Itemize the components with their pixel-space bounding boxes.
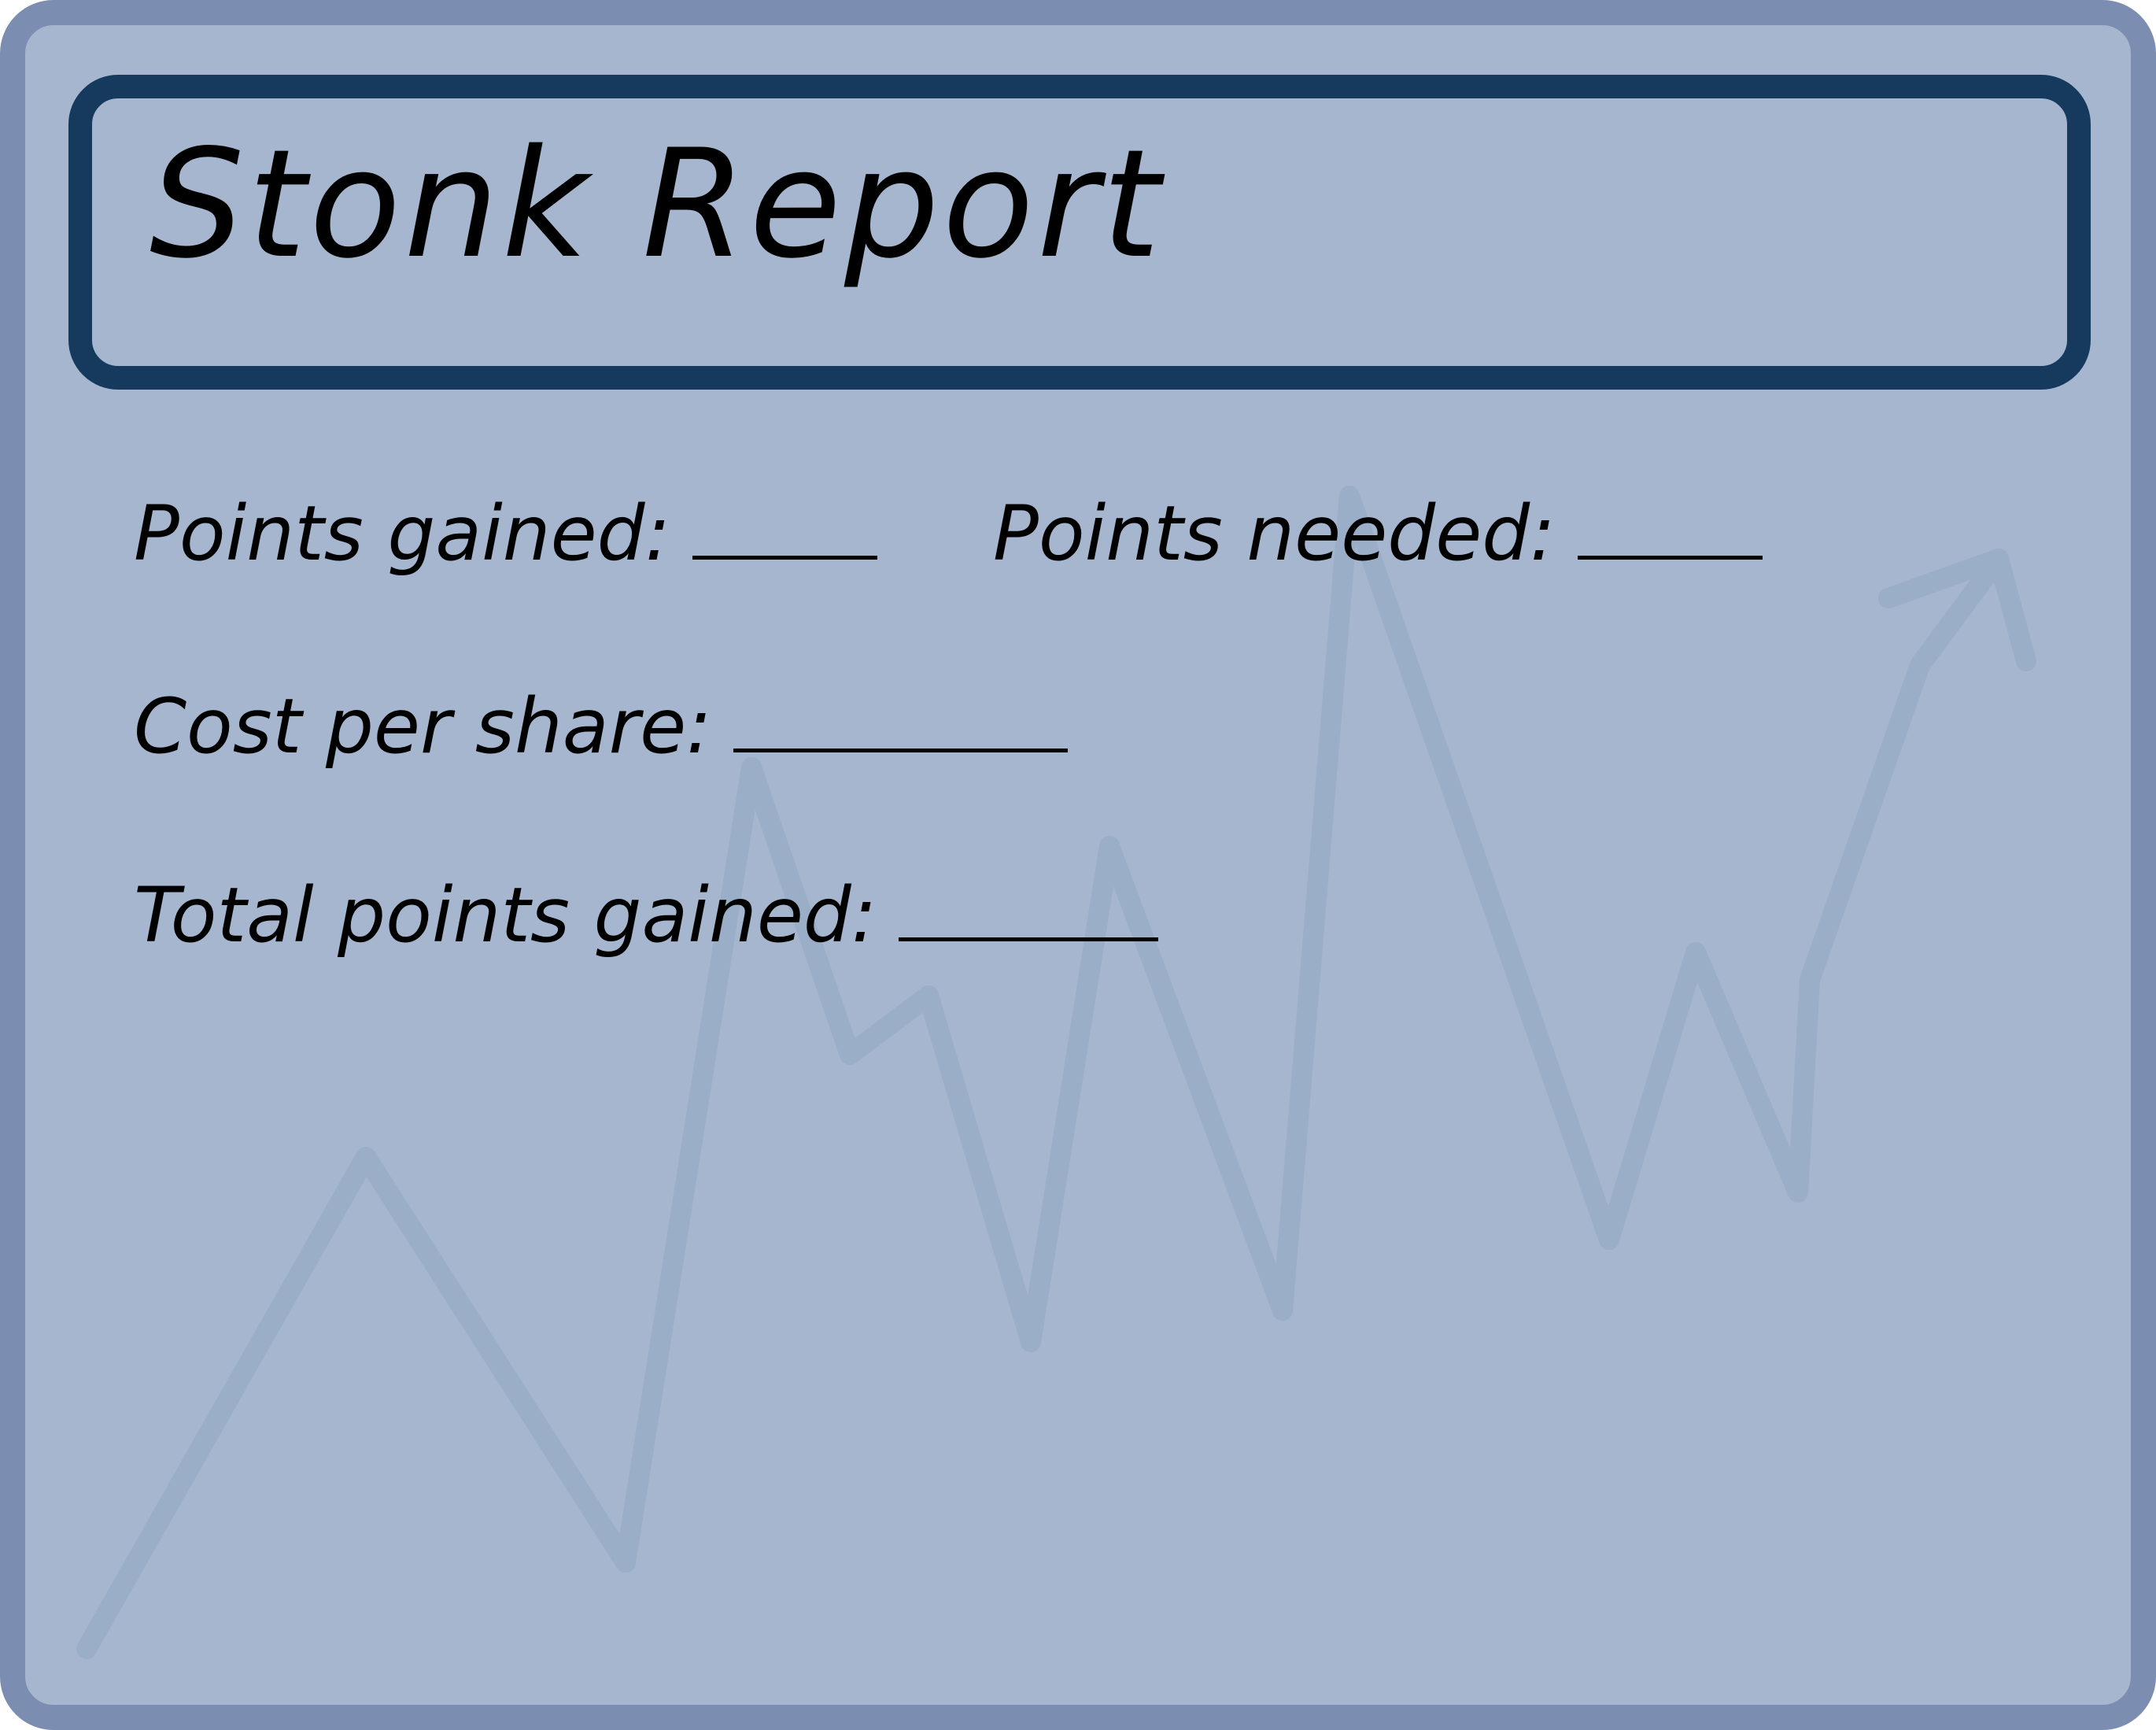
rising-zigzag-arrow-icon: [76, 486, 2009, 1659]
cost-per-share-blank[interactable]: [733, 742, 1069, 752]
page-title: Stonk Report: [150, 117, 1164, 291]
arrow-head-icon: [1878, 549, 2036, 671]
points-gained-label: Points gained:: [134, 490, 670, 578]
points-needed-label: Points needed:: [993, 490, 1556, 578]
total-points-gained-field: Total points gained:: [134, 878, 1159, 953]
cost-per-share-field: Cost per share:: [134, 689, 1069, 764]
points-gained-blank[interactable]: [692, 549, 877, 560]
cost-per-share-label: Cost per share:: [134, 682, 712, 771]
points-needed-blank[interactable]: [1577, 549, 1763, 560]
points-needed-field: Points needed:: [993, 496, 1763, 571]
points-gained-field: Points gained:: [134, 496, 877, 571]
total-points-gained-blank[interactable]: [899, 931, 1159, 941]
total-points-gained-label: Total points gained:: [134, 871, 877, 959]
title-box: [68, 75, 2091, 390]
